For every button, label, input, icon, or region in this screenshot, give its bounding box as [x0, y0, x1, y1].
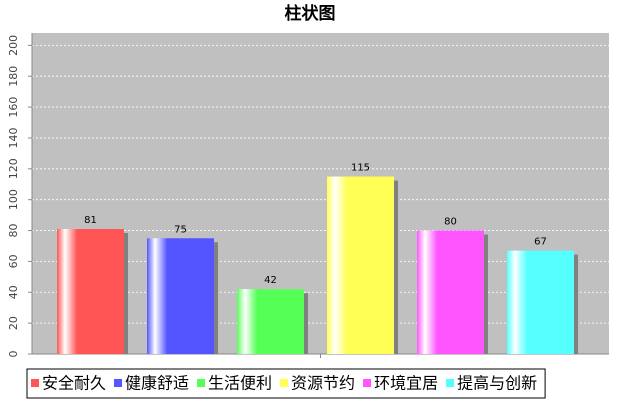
legend-swatch — [31, 379, 39, 387]
legend-swatch — [197, 379, 206, 387]
y-tick-label: 180 — [7, 66, 20, 87]
legend-label: 资源节约 — [291, 374, 355, 393]
chart-title: 柱状图 — [285, 3, 336, 24]
data-label: 75 — [174, 224, 187, 235]
bar — [507, 250, 574, 354]
legend: 安全耐久 健康舒适 生活便利 资源节约 环境宜居 提高与创新 — [26, 368, 546, 399]
y-tick-label: 100 — [7, 189, 20, 210]
data-label: 42 — [264, 275, 277, 286]
y-tick-label: 40 — [7, 285, 20, 299]
y-tick-label: 120 — [7, 158, 20, 179]
legend-label: 健康舒适 — [125, 374, 189, 393]
legend-swatch — [363, 379, 372, 387]
data-label: 67 — [534, 237, 547, 248]
legend-label: 安全耐久 — [42, 374, 106, 393]
y-tick-label: 20 — [7, 316, 20, 330]
data-label: 81 — [84, 215, 97, 226]
bar — [237, 289, 304, 354]
legend-label: 环境宜居 — [374, 374, 438, 393]
y-tick-label: 60 — [7, 254, 20, 268]
y-tick-label: 140 — [7, 127, 20, 148]
legend-swatch — [280, 379, 289, 387]
y-tick-label: 160 — [7, 97, 20, 118]
legend-label: 提高与创新 — [457, 374, 537, 393]
legend-swatch — [114, 379, 123, 387]
legend-label: 生活便利 — [208, 374, 272, 393]
bar — [57, 228, 124, 354]
y-tick-label: 80 — [7, 224, 20, 238]
legend-swatch — [446, 379, 455, 387]
data-label: 115 — [351, 163, 370, 174]
y-tick-label: 0 — [7, 351, 20, 358]
data-label: 80 — [444, 217, 457, 228]
bar — [147, 238, 214, 354]
bar — [327, 176, 394, 354]
y-tick-label: 200 — [7, 35, 20, 56]
bar — [417, 230, 484, 354]
